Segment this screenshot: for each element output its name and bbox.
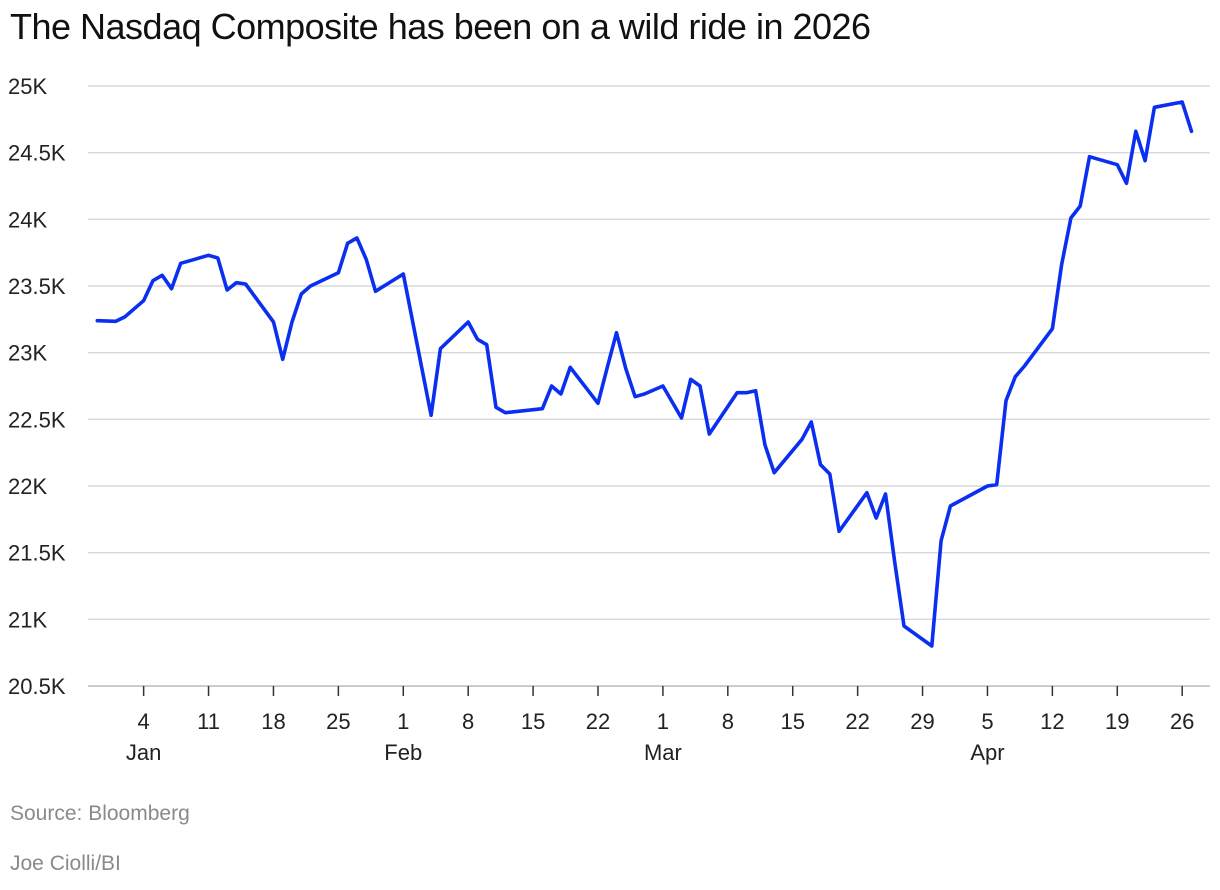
source-note: Source: Bloomberg: [10, 802, 190, 825]
y-tick-label: 24.5K: [8, 141, 66, 166]
x-tick-label: 15: [521, 709, 545, 734]
series-layer: [95, 100, 1194, 648]
x-tick-label: 18: [261, 709, 285, 734]
chart-title: The Nasdaq Composite has been on a wild …: [10, 6, 871, 47]
x-axis: 4 Jan 11 18 25 1 Feb 8 15 22 1 Mar 8 15 22 29 5 Apr 12 19 26: [126, 686, 1194, 765]
x-tick-label: 22: [845, 709, 869, 734]
y-tick-label: 22K: [8, 474, 47, 499]
x-tick-label: 1: [657, 709, 669, 734]
x-tick-label: 26: [1170, 709, 1194, 734]
x-tick-label: 8: [462, 709, 474, 734]
y-tick-label: 24K: [8, 207, 47, 232]
x-tick-label: 25: [326, 709, 350, 734]
y-tick-label: 21K: [8, 607, 47, 632]
x-tick-label: 29: [910, 709, 934, 734]
y-tick-label: 22.5K: [8, 407, 66, 432]
x-tick-label: 11: [197, 709, 220, 734]
x-tick-label: 19: [1105, 709, 1129, 734]
x-month-label: Jan: [126, 740, 161, 765]
y-axis: 25K 24.5K 24K 23.5K 23K 22.5K 22K 21.5K 21K 20.5K: [8, 74, 66, 699]
x-tick-label: 1: [397, 709, 409, 734]
x-tick-label: 8: [722, 709, 734, 734]
x-tick-label: 15: [780, 709, 804, 734]
x-month-label: Mar: [644, 740, 682, 765]
x-month-label: Feb: [384, 740, 422, 765]
x-tick-label: 4: [138, 709, 150, 734]
y-tick-label: 23.5K: [8, 274, 66, 299]
x-tick-label: 5: [981, 709, 993, 734]
gridlines: [88, 85, 1210, 687]
y-tick-label: 25K: [8, 74, 47, 99]
series-line-nasdaq: [95, 100, 1194, 648]
y-tick-label: 20.5K: [8, 674, 66, 699]
x-tick-label: 12: [1040, 709, 1064, 734]
y-tick-label: 23K: [8, 341, 47, 366]
y-tick-label: 21.5K: [8, 541, 66, 566]
author-credit: Joe Ciolli/BI: [10, 852, 121, 875]
x-month-label: Apr: [970, 740, 1004, 765]
x-tick-label: 22: [586, 709, 610, 734]
